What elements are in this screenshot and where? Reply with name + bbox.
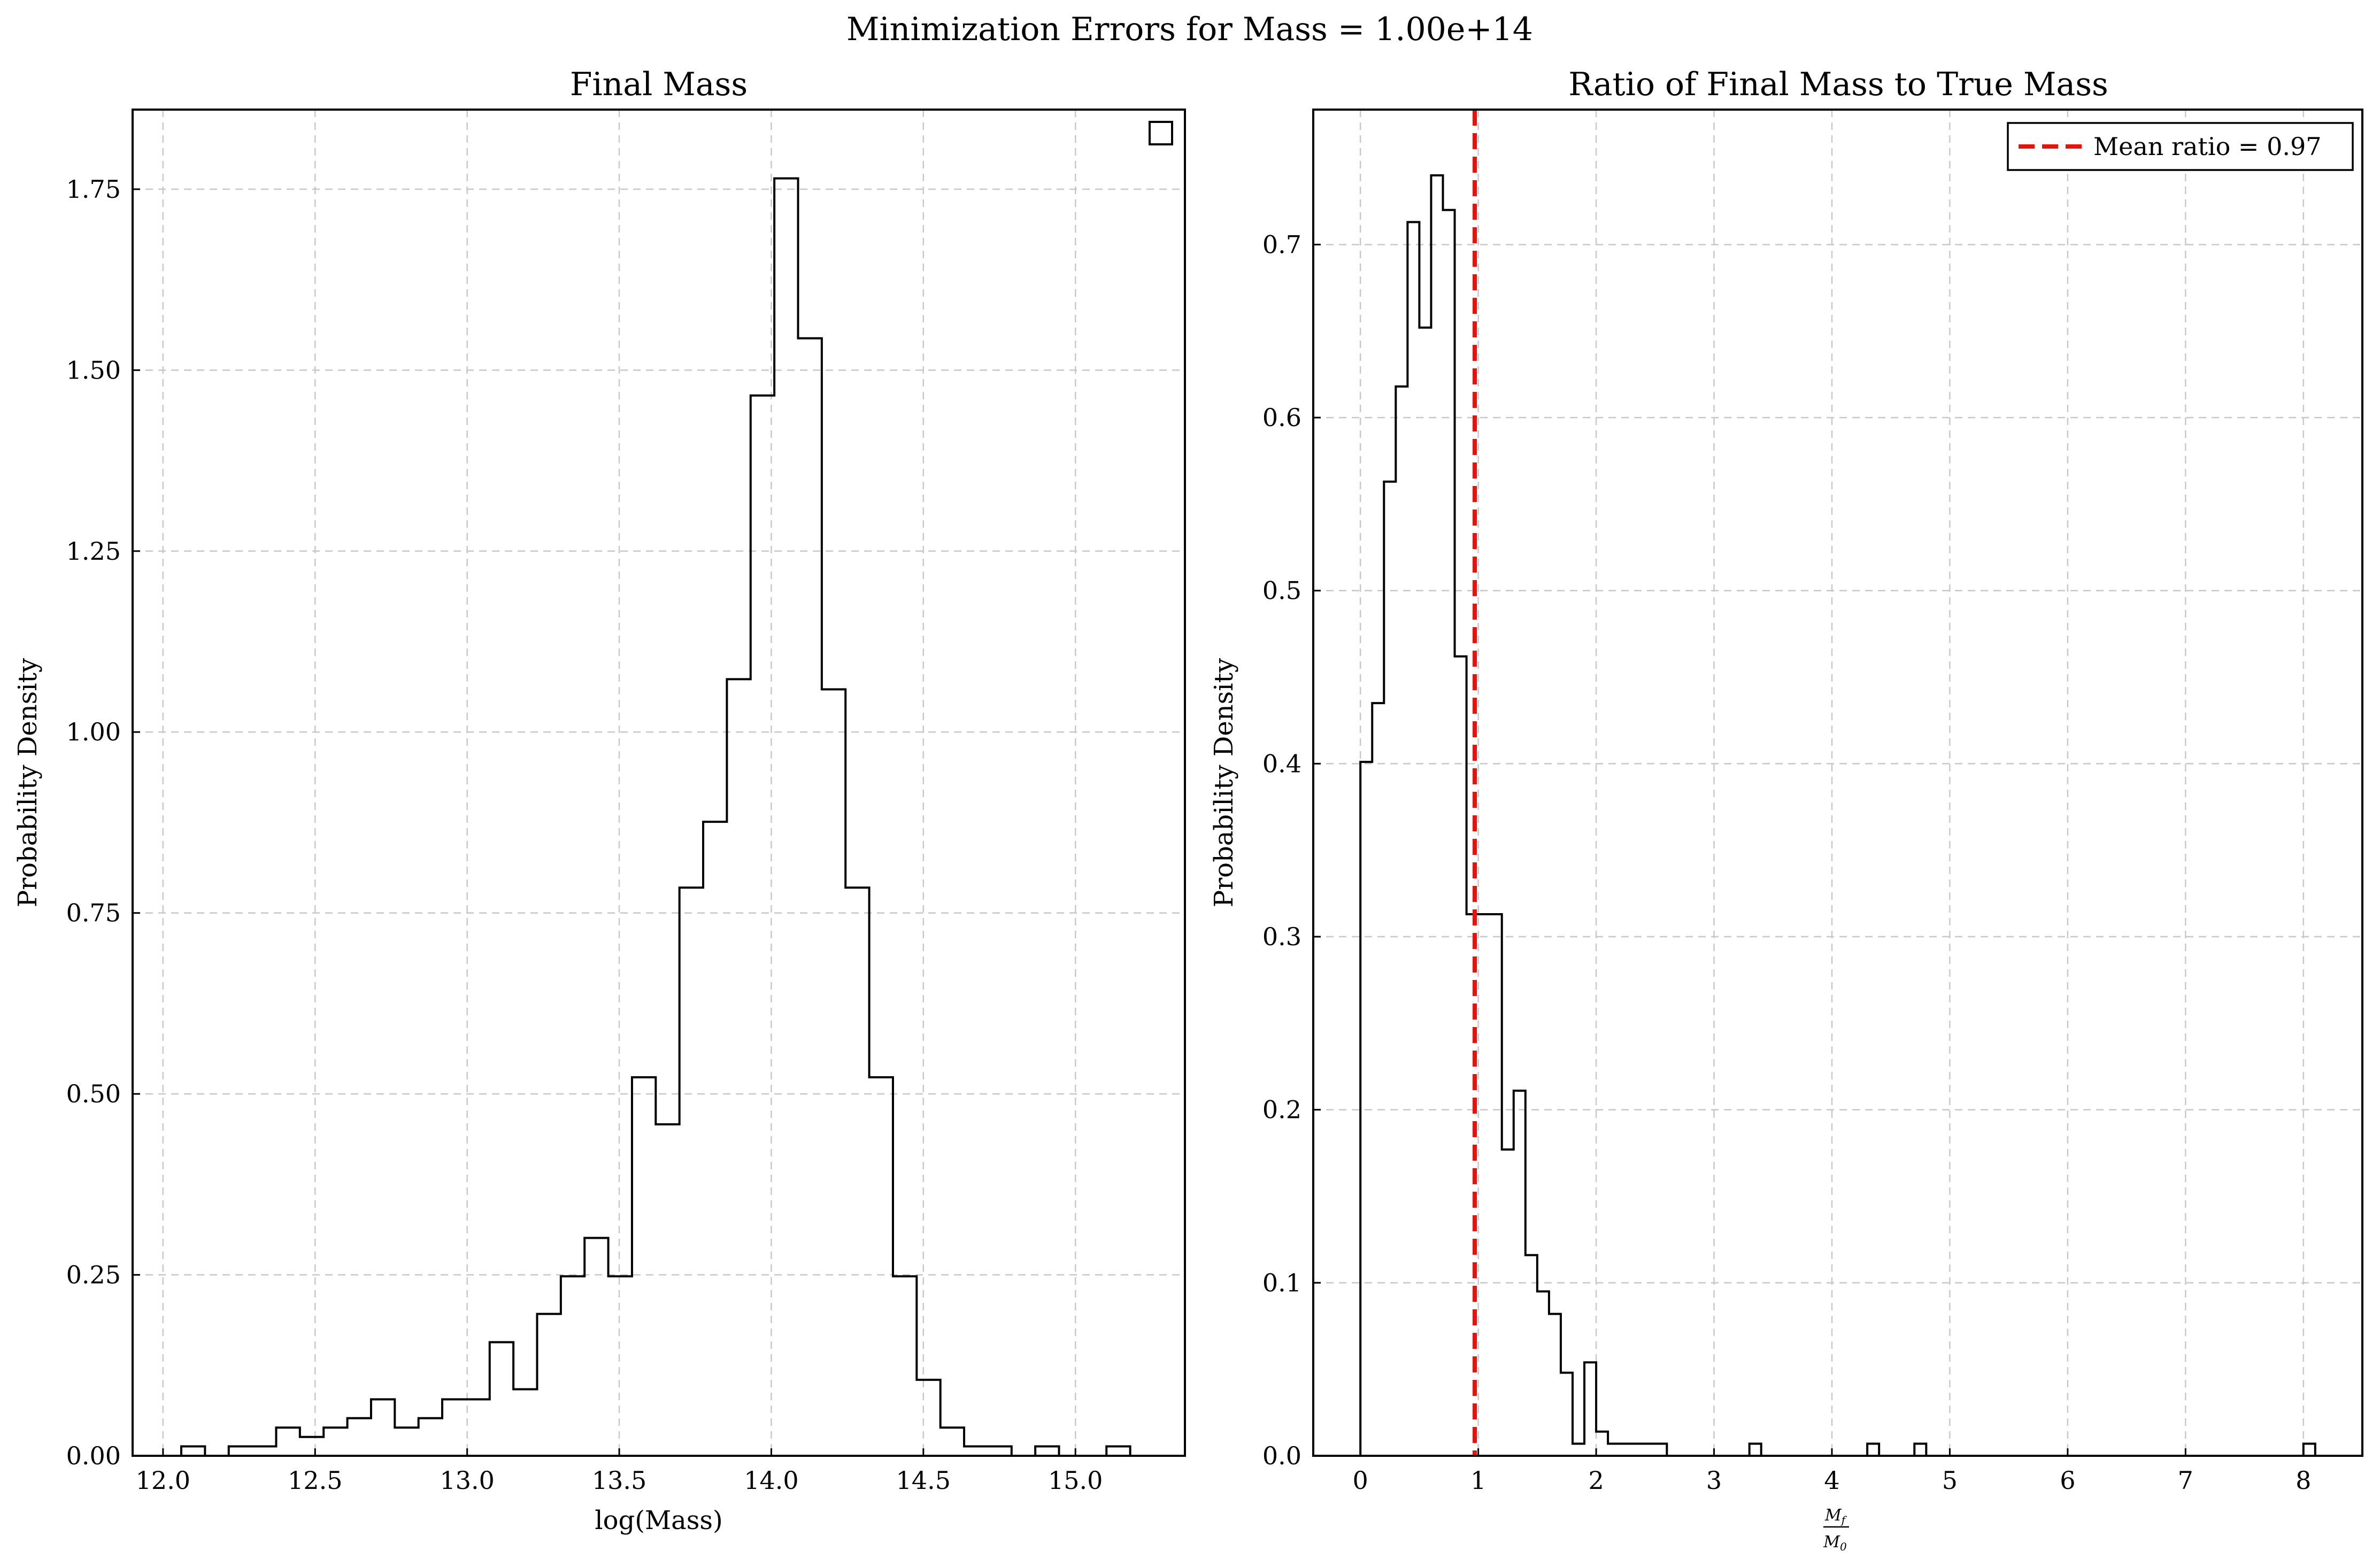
right-axes-frame	[1312, 109, 2363, 1457]
right-legend-label: Mean ratio = 0.97	[2093, 132, 2322, 161]
right-y-tick-label-1: 0.1	[1262, 1268, 1301, 1297]
right-x-tick-label-0: 0	[1353, 1466, 1368, 1495]
right-x-tick-label-2: 2	[1588, 1466, 1604, 1495]
left-x-tick-label-5: 14.5	[896, 1466, 951, 1495]
right-x-tick-label-4: 4	[1824, 1466, 1839, 1495]
right-legend-box	[2007, 122, 2354, 171]
right-y-tick-label-6: 0.6	[1262, 403, 1301, 432]
left-x-axis-label: log(Mass)	[595, 1506, 722, 1535]
right-y-tick-label-2: 0.2	[1262, 1095, 1301, 1124]
left-x-tick-label-0: 12.0	[136, 1466, 190, 1495]
left-panel-title: Final Mass	[570, 66, 748, 103]
right-panel-title: Ratio of Final Mass to True Mass	[1568, 66, 2108, 103]
left-panel-final-mass: Final Mass 12.0 12.5 13.0 13.5 14.0 14.5 15.0 0…	[13, 66, 1186, 1535]
left-x-tick-label-1: 12.5	[288, 1466, 342, 1495]
left-axes-frame	[132, 109, 1186, 1457]
left-legend-box	[1149, 121, 1173, 145]
left-y-tick-label-1: 0.25	[66, 1261, 121, 1290]
right-ticks: 0 1 2 3 4 5 6 7 8 0.0 0.1 0.2 0.3 0.4 0.5 0.6 0.7	[1262, 230, 2312, 1495]
right-y-tick-label-0: 0.0	[1262, 1441, 1301, 1470]
right-x-tick-label-3: 3	[1706, 1466, 1722, 1495]
left-x-tick-label-2: 13.0	[440, 1466, 494, 1495]
left-legend	[1149, 121, 1173, 145]
left-x-tick-label-4: 14.0	[744, 1466, 798, 1495]
left-y-tick-label-0: 0.00	[66, 1441, 121, 1470]
right-y-tick-label-5: 0.5	[1262, 576, 1301, 605]
left-y-tick-label-3: 0.75	[66, 899, 121, 928]
right-y-tick-label-7: 0.7	[1262, 230, 1301, 259]
right-x-tick-label-8: 8	[2296, 1466, 2311, 1495]
right-x-tick-label-6: 6	[2060, 1466, 2075, 1495]
right-legend: Mean ratio = 0.97	[2007, 122, 2354, 171]
left-y-tick-label-2: 0.50	[66, 1079, 121, 1108]
left-x-tick-label-3: 13.5	[592, 1466, 646, 1495]
right-y-axis-label: Probability Density	[1209, 658, 1239, 907]
left-y-tick-label-5: 1.25	[66, 537, 121, 566]
left-y-tick-label-6: 1.50	[66, 356, 121, 384]
left-y-tick-label-7: 1.75	[66, 175, 121, 204]
right-x-tick-label-1: 1	[1470, 1466, 1486, 1495]
left-ticks: 12.0 12.5 13.0 13.5 14.0 14.5 15.0 0.00 0.25 0.50…	[66, 175, 1103, 1495]
right-y-tick-label-3: 0.3	[1262, 922, 1301, 951]
right-y-tick-label-4: 0.4	[1262, 749, 1301, 778]
left-y-axis-label: Probability Density	[13, 658, 43, 907]
left-y-tick-label-4: 1.00	[66, 717, 121, 746]
left-x-tick-label-6: 15.0	[1048, 1466, 1103, 1495]
left-histogram-outline	[180, 177, 1131, 1457]
right-x-tick-label-7: 7	[2178, 1466, 2193, 1495]
right-x-label-denominator: M0	[1823, 1533, 1847, 1553]
right-x-tick-label-5: 5	[1942, 1466, 1958, 1495]
right-panel-ratio: Ratio of Final Mass to True Mass 0 1 2 3 4 5 6…	[1209, 66, 2363, 1553]
figure-suptitle: Minimization Errors for Mass = 1.00e+14	[846, 11, 1533, 48]
